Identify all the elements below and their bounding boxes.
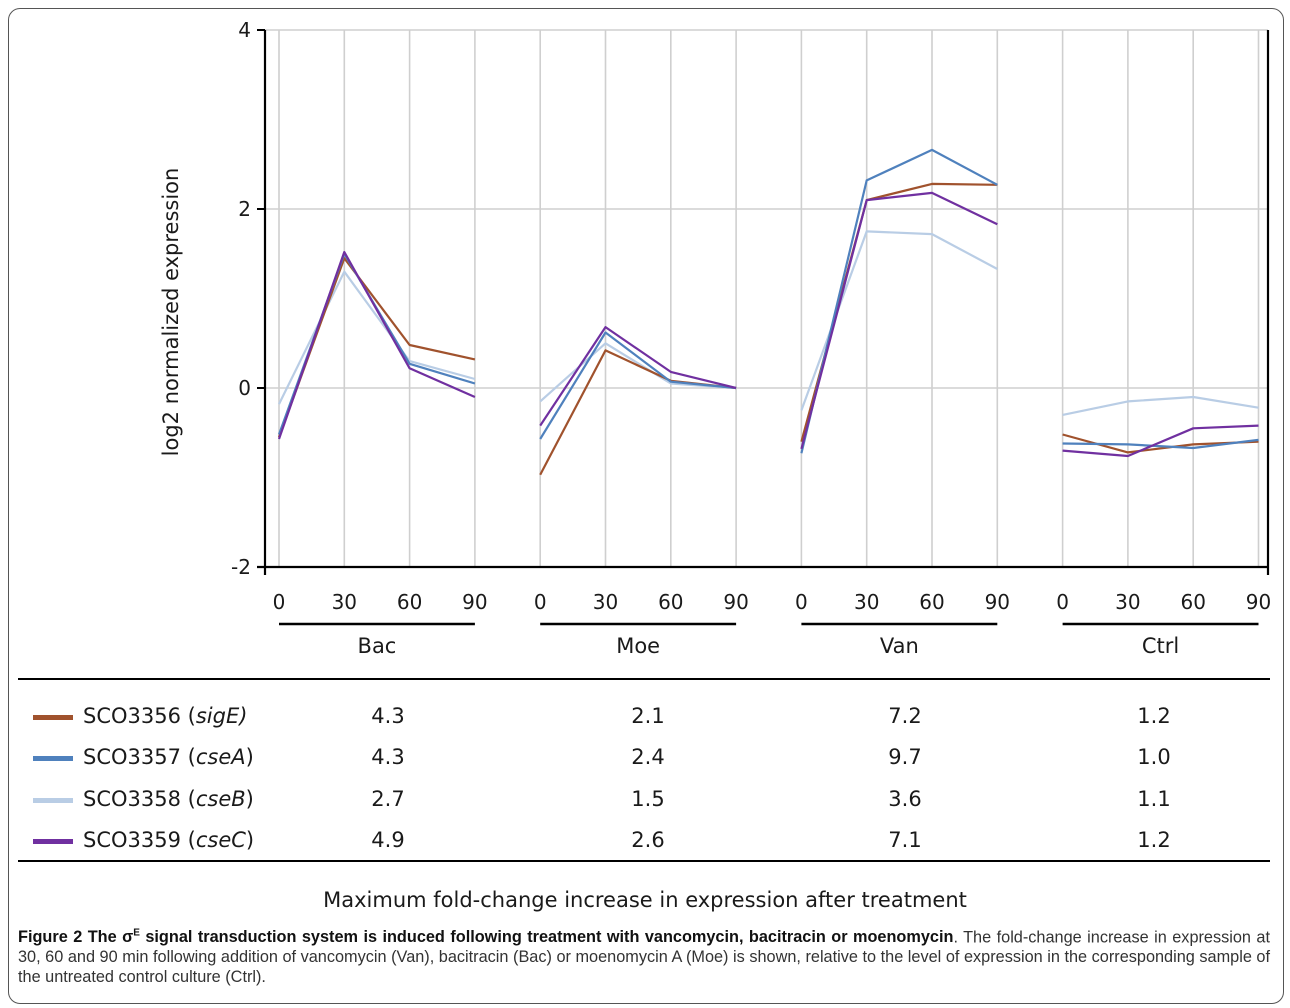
fold-change-value: 1.2 xyxy=(1137,704,1171,728)
series-line xyxy=(800,182,998,442)
series-line xyxy=(800,148,998,454)
y-tick-label: 0 xyxy=(238,376,251,400)
table-row: SCO3359 (cseC) 4.9 2.6 7.1 1.2 xyxy=(18,822,1270,862)
fold-change-value: 1.0 xyxy=(1137,745,1171,769)
x-tick-label: 90 xyxy=(462,590,487,614)
figure-frame xyxy=(8,8,1284,1004)
fold-change-value: 2.1 xyxy=(631,704,665,728)
figure-caption-text: . The fold-change increase in expression… xyxy=(18,928,1271,987)
x-tick-label: 0 xyxy=(795,590,808,614)
group-label: Bac xyxy=(358,634,397,658)
series-line xyxy=(1062,438,1259,450)
series-line xyxy=(539,349,737,476)
series-line xyxy=(277,250,476,440)
x-tick-label: 30 xyxy=(1115,590,1140,614)
series-line xyxy=(1062,424,1259,458)
x-tick-label: 30 xyxy=(332,590,357,614)
fold-change-value: 4.3 xyxy=(371,745,405,769)
series-line xyxy=(278,270,476,405)
series-line xyxy=(800,191,998,450)
x-tick-label: 60 xyxy=(919,590,944,614)
tick-labels: -2 0 2 4 0 30 60 90 Bac 0 30 60 90 Moe 0 30 60 90 Van 0 30 60… xyxy=(231,18,1271,658)
grid xyxy=(265,29,1268,568)
x-tick-label: 60 xyxy=(1180,590,1205,614)
table-bottom-rule xyxy=(18,860,1270,862)
gene-label: SCO3357 (cseA) xyxy=(83,745,254,769)
figure-caption: Figure 2 The σE signal transduction syst… xyxy=(18,924,1270,987)
series-line xyxy=(1062,395,1259,416)
series-line xyxy=(539,331,737,440)
table-top-rule xyxy=(18,678,1270,680)
fold-change-value: 4.3 xyxy=(371,704,405,728)
fold-change-value: 7.1 xyxy=(888,828,922,852)
legend-swatch xyxy=(33,839,73,844)
y-tick-label: 4 xyxy=(238,18,251,42)
x-tick-label: 30 xyxy=(854,590,879,614)
x-tick-label: 0 xyxy=(273,590,286,614)
group-label: Ctrl xyxy=(1142,634,1179,658)
fold-change-value: 4.9 xyxy=(371,828,405,852)
gene-label: SCO3359 (cseC) xyxy=(83,828,255,852)
gene-label: SCO3358 (cseB) xyxy=(83,787,254,811)
fold-change-value: 3.6 xyxy=(888,787,922,811)
fold-change-value: 2.4 xyxy=(631,745,665,769)
legend-swatch xyxy=(33,798,73,803)
fold-change-value: 2.7 xyxy=(371,787,405,811)
group-label: Moe xyxy=(616,634,660,658)
table-row: SCO3358 (cseB) 2.7 1.5 3.6 1.1 xyxy=(18,781,1270,821)
fold-change-value: 7.2 xyxy=(888,704,922,728)
table-row: SCO3356 (sigE) 4.3 2.1 7.2 1.2 xyxy=(18,698,1270,738)
gene-label: SCO3356 (sigE) xyxy=(83,704,248,728)
table-row: SCO3357 (cseA) 4.3 2.4 9.7 1.0 xyxy=(18,739,1270,779)
x-tick-label: 60 xyxy=(658,590,683,614)
series-lines xyxy=(277,148,1259,476)
x-tick-label: 90 xyxy=(723,590,748,614)
group-label: Van xyxy=(880,634,919,658)
x-tick-label: 0 xyxy=(534,590,547,614)
line-chart: -2 0 2 4 0 30 60 90 Bac 0 30 60 90 Moe 0 30 60 90 Van 0 30 60… xyxy=(159,18,1271,658)
series-line xyxy=(800,230,998,411)
x-tick-label: 90 xyxy=(985,590,1010,614)
y-tick-label: 2 xyxy=(238,197,251,221)
x-tick-label: 60 xyxy=(397,590,422,614)
figure-caption-label: Figure 2 The σE signal transduction syst… xyxy=(18,928,954,947)
table-caption: Maximum fold-change increase in expressi… xyxy=(323,888,967,912)
legend-swatch xyxy=(33,756,73,761)
fold-change-value: 1.5 xyxy=(631,787,665,811)
fold-change-value: 9.7 xyxy=(888,745,922,769)
fold-change-value: 1.1 xyxy=(1137,787,1171,811)
fold-change-value: 1.2 xyxy=(1137,828,1171,852)
axes xyxy=(257,29,1270,626)
x-tick-label: 0 xyxy=(1056,590,1069,614)
x-tick-label: 90 xyxy=(1246,590,1271,614)
y-tick-label: -2 xyxy=(231,555,251,579)
legend-swatch xyxy=(33,715,73,720)
series-line xyxy=(539,326,737,427)
y-axis-label: log2 normalized expression xyxy=(159,168,183,457)
x-tick-label: 30 xyxy=(593,590,618,614)
series-line xyxy=(277,257,476,438)
fold-change-value: 2.6 xyxy=(631,828,665,852)
